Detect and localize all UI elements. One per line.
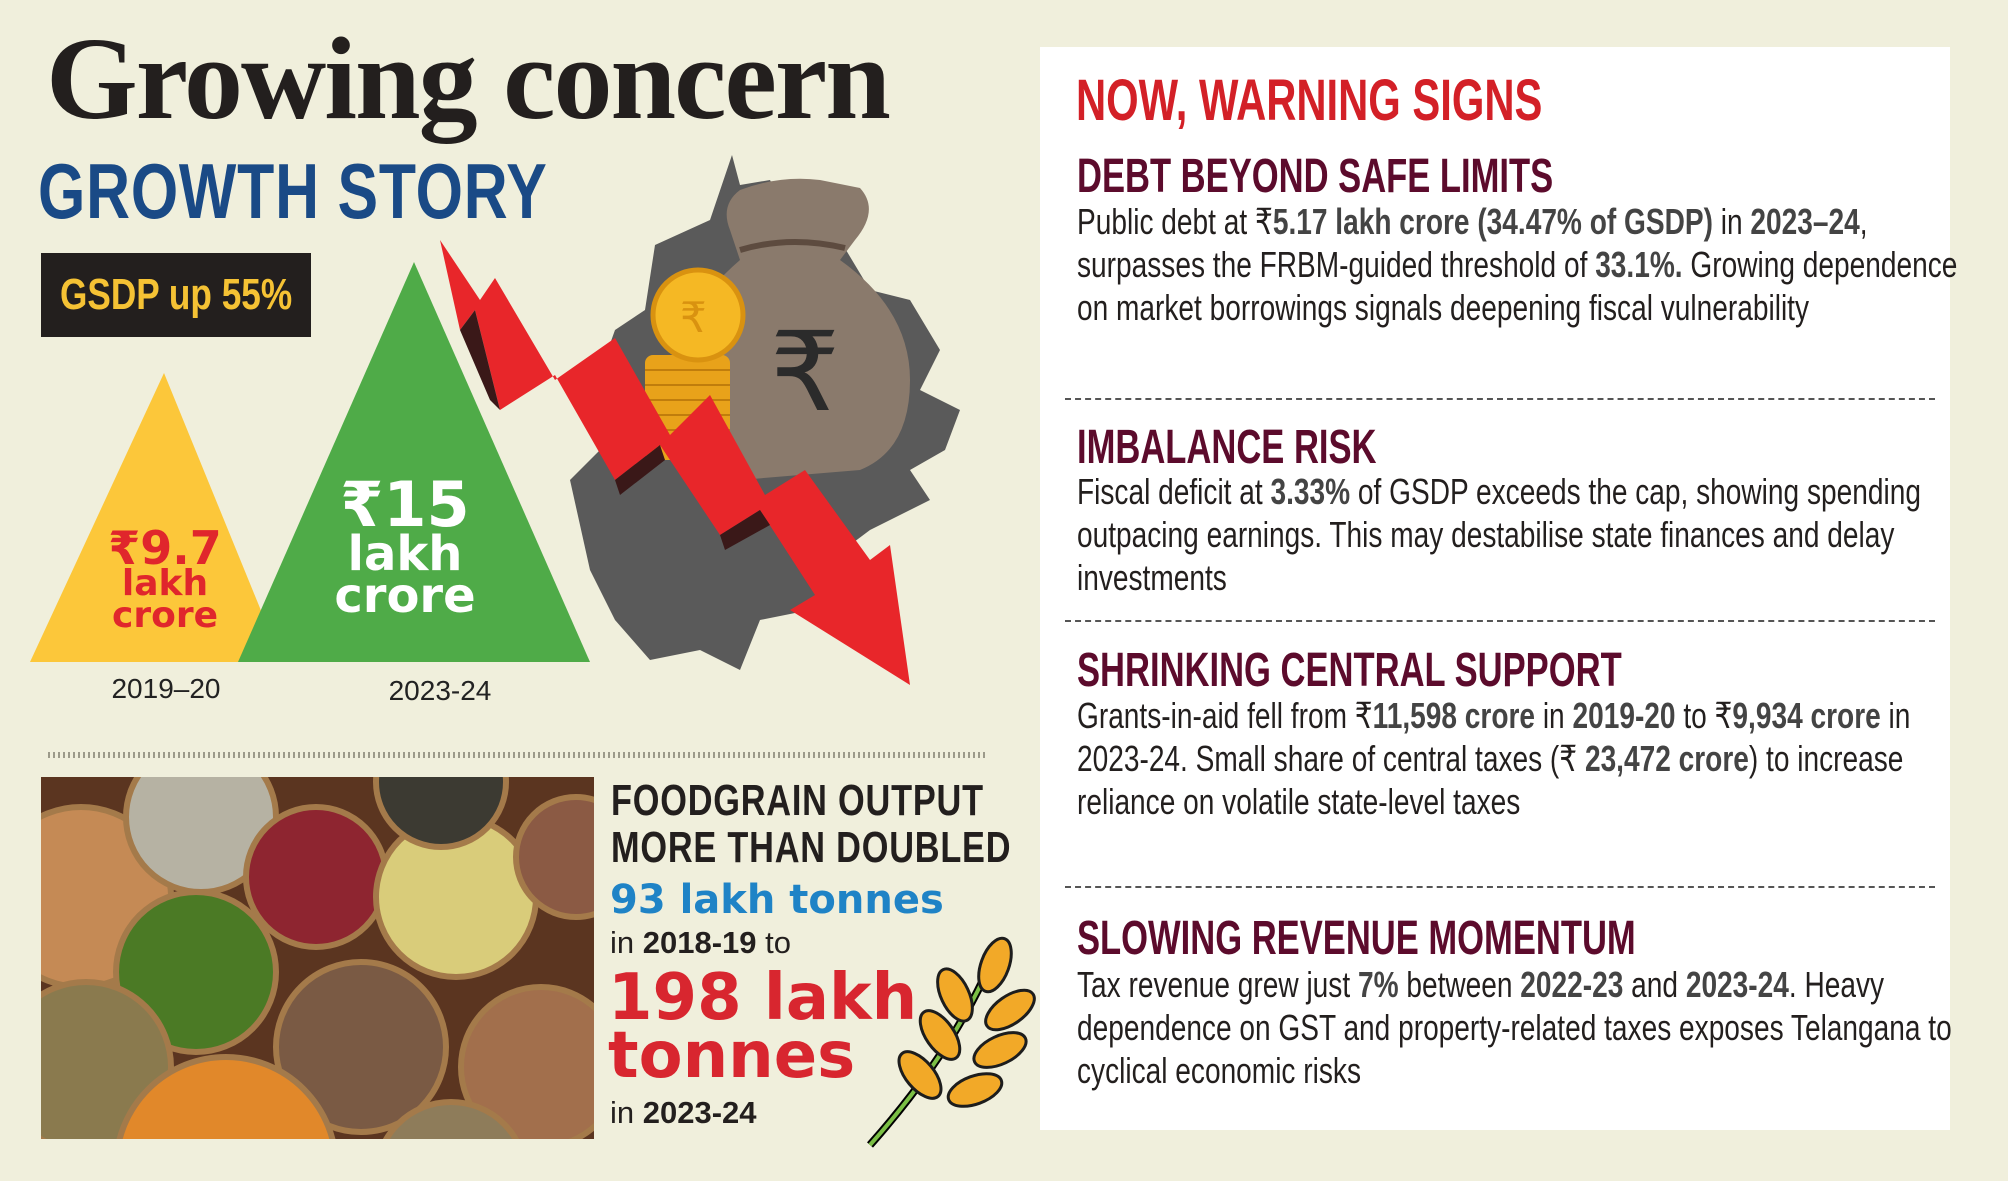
fiscal-illustration: ₹ ₹ — [440, 155, 960, 685]
year-label-2023-24: 2023-24 — [388, 675, 492, 706]
foodgrain-2018-value: 93 lakh tonnes — [610, 877, 944, 923]
gsdp-triangle-chart — [30, 262, 590, 662]
section-heading-imbalance: IMBALANCE RISK — [1077, 421, 1377, 474]
bowls-of-grains-photo — [41, 777, 594, 1139]
year-label-2019-20: 2019–20 — [111, 673, 221, 704]
foodgrain-heading: FOODGRAIN OUTPUT MORE THAN DOUBLED — [611, 776, 1012, 872]
foodgrain-2023-caption: in 2023-24 — [610, 1095, 757, 1130]
foodgrain-2023-value: 198 lakh tonnes — [608, 961, 918, 1093]
section-divider — [48, 752, 985, 758]
bag-tie — [739, 238, 846, 253]
section-divider — [1065, 886, 1935, 888]
warning-signs-heading: NOW, WARNING SIGNS — [1076, 68, 1543, 133]
section-body-imbalance: Fiscal deficit at 3.33% of GSDP exceeds … — [1077, 471, 1921, 598]
section-body-central-support: Grants-in-aid fell from ₹11,598 crore in… — [1077, 695, 1911, 822]
grain-bowls — [41, 777, 594, 1139]
gsdp-badge-label: GSDP up 55% — [59, 270, 293, 319]
section-divider — [1065, 398, 1935, 400]
section-body-debt: Public debt at ₹5.17 lakh crore (34.47% … — [1077, 201, 1958, 328]
falling-arrow-icon — [440, 240, 910, 685]
wheat-icon — [867, 936, 1036, 1148]
section-heading-central-support: SHRINKING CENTRAL SUPPORT — [1077, 644, 1622, 697]
section-heading-revenue: SLOWING REVENUE MOMENTUM — [1077, 912, 1636, 965]
warning-signs-card — [1040, 47, 1950, 1130]
gsdp-value-2019-20: ₹9.7 lakh crore — [108, 521, 222, 637]
rupee-icon: ₹ — [770, 308, 840, 436]
section-body-revenue: Tax revenue grew just 7% between 2022-23… — [1077, 964, 1952, 1091]
svg-text:₹: ₹ — [680, 293, 707, 342]
foodgrain-2018-caption: in 2018-19 to — [610, 925, 791, 960]
gsdp-badge: GSDP up 55% — [41, 253, 311, 337]
gsdp-value-2023-24: ₹15 lakh crore — [334, 468, 476, 624]
growth-story-heading: GROWTH STORY — [38, 147, 548, 235]
page-title: Growing concern — [46, 13, 891, 144]
section-heading-debt: DEBT BEYOND SAFE LIMITS — [1077, 150, 1554, 203]
section-divider — [1065, 620, 1935, 622]
arrow-shadow — [460, 310, 770, 550]
gsdp-bar-2023-24 — [238, 262, 590, 662]
gsdp-bar-2019-20 — [30, 373, 282, 662]
